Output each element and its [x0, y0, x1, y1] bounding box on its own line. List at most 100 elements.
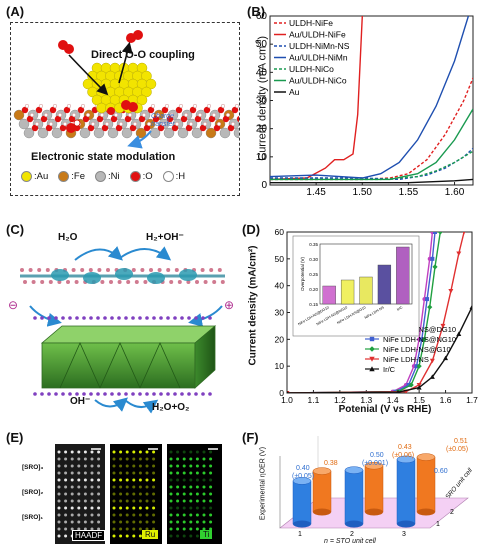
panel-a-illustration: [13, 30, 250, 149]
data-point: [430, 256, 435, 261]
f-label-b1: 0.40: [296, 465, 310, 472]
legend-entry-3: Au/ULDH-NiMn: [289, 53, 348, 63]
f-label-o2: 0.43: [398, 444, 412, 451]
panel-a-label: (A): [6, 4, 25, 19]
y-tick-label: 10: [256, 152, 268, 163]
data-point: [432, 264, 438, 270]
cylinder-bar: [396, 455, 416, 528]
y-tick-label: 60: [275, 227, 285, 237]
panel-f-label: (F): [242, 430, 259, 445]
series-line-2: [287, 232, 441, 393]
data-point: [419, 337, 424, 342]
atom-ni-icon: [95, 171, 106, 182]
micrograph-0: [55, 444, 105, 544]
y-tick-label: 30: [275, 308, 285, 318]
panel-a: (A) Direct O-O coupling C: [0, 0, 250, 200]
data-point: [427, 304, 433, 310]
sro2-label: [SRO]₂: [22, 489, 44, 496]
legend-entry-3: NiFe LDH-NS: [383, 355, 429, 364]
f-x-tick-label: 3: [402, 531, 406, 538]
x-tick-label: 1.55: [399, 187, 419, 198]
series-line-3: [270, 16, 470, 179]
atom-au-icon: [21, 171, 32, 182]
c-plus-sign: ⊕: [224, 298, 235, 312]
data-point: [429, 358, 435, 364]
x-tick-label: 1.0: [281, 395, 293, 405]
inset-y-tick-label: 0.25: [309, 272, 318, 277]
data-point: [416, 385, 422, 390]
charge-transfer-text: Charge transfer: [151, 113, 175, 128]
panel-c-label: (C): [6, 222, 25, 237]
series-line-1: [270, 16, 363, 181]
legend-item-ni: :Ni: [95, 171, 120, 182]
y-tick-label: 30: [256, 96, 268, 107]
legend-entry-6: Au: [289, 87, 300, 97]
f-label-o3: 0.51: [454, 438, 468, 445]
legend-item-o: :O: [129, 171, 153, 182]
legend-label: :Ni: [108, 171, 120, 182]
series-line-5: [270, 108, 473, 181]
inset-bar: [359, 276, 373, 305]
data-point: [437, 232, 443, 235]
atom-o-icon: [129, 171, 141, 182]
legend-entry-1: NiFe LDH-NS@NG10: [383, 335, 456, 344]
c-h2o-label: H₂O: [58, 232, 78, 243]
panel-d-xlabel: Potenial (V vs RHE): [338, 404, 432, 415]
inset-bar: [396, 246, 410, 305]
f-bars: [292, 453, 436, 528]
f-z-tick-label: 2: [450, 509, 454, 516]
x-tick-label: 1.3: [360, 395, 372, 405]
x-tick-label: 1.1: [308, 395, 320, 405]
panel-c-illustration: [20, 246, 225, 414]
panel-e-label: (E): [6, 430, 24, 445]
legend-label: :Fe: [71, 171, 85, 182]
x-tick-label: 1.2: [334, 395, 346, 405]
data-point: [433, 232, 437, 234]
f-label-b3: 0.60: [434, 468, 448, 475]
x-tick-label: 1.60: [445, 187, 465, 198]
data-point: [469, 304, 472, 310]
atom-h-icon: [162, 171, 174, 182]
f-z-tick-label: 1: [436, 521, 440, 528]
f-label-o1: 0.38: [324, 460, 338, 467]
legend-entry-1: Au/ULDH-NiFe: [289, 30, 346, 40]
y-tick-label: 50: [275, 254, 285, 264]
inset-bar: [322, 285, 336, 305]
y-tick-label: 20: [275, 334, 285, 344]
inset-bar: [377, 264, 392, 305]
f-x-tick-label: 2: [350, 531, 354, 538]
data-point: [456, 251, 462, 256]
data-point: [369, 356, 375, 362]
c-oh-label: OH⁻: [70, 396, 91, 407]
inset-y-tick-label: 0.20: [309, 287, 318, 292]
f-label-b2: 0.50: [370, 452, 384, 459]
micrograph-1: [110, 444, 162, 544]
cylinder-bar: [364, 461, 384, 516]
inset-y-tick-label: 0.30: [309, 257, 318, 262]
panel-d: (D) Current density (mA/cm²) Potenial (V…: [240, 218, 478, 418]
legend-entry-0: ULDH-NiFe: [289, 18, 333, 28]
electronic-state-text: Electronic state modulation: [31, 151, 176, 163]
chart-d: 1.0 1.1 1.2 1.3 1.4 1.5 1.6 1.7 0 10 20 30 40 50 60 NiF…: [275, 227, 478, 405]
data-point: [414, 364, 419, 369]
haadf-tag: HAADF: [72, 530, 106, 541]
data-point: [369, 346, 375, 352]
y-tick-label: 0: [261, 180, 267, 191]
x-tick-label: 1.5: [413, 395, 425, 405]
panel-f-xlabel: n = STO unit cell: [324, 538, 376, 545]
cylinder-bar: [416, 453, 436, 516]
inset-bar: [340, 279, 355, 305]
data-point: [406, 382, 411, 387]
inset-y-tick-label: 0.15: [309, 302, 318, 307]
f-label-b1e: (±0.05): [292, 473, 315, 480]
c-h2-oh-label: H₂+OH⁻: [146, 232, 184, 243]
sro1-label: [SRO]₁: [22, 514, 44, 521]
legend-entry-4: Ir/C: [383, 365, 396, 374]
data-point: [462, 232, 466, 235]
data-point: [456, 331, 462, 336]
sro3-label: [SRO]₃: [22, 464, 44, 471]
legend-entry-4: ULDH-NiCo: [289, 64, 334, 74]
ldh-block: [40, 325, 217, 389]
c-h2o-o2-label: H₂O+O₂: [152, 402, 190, 413]
